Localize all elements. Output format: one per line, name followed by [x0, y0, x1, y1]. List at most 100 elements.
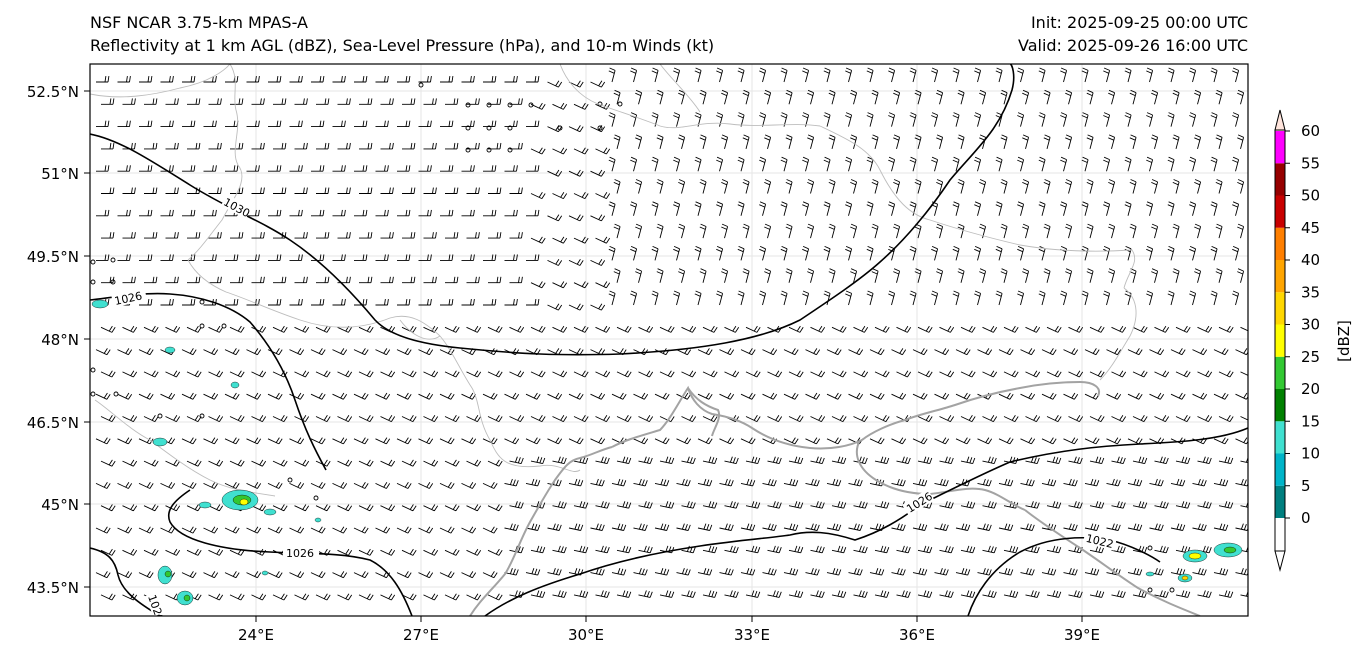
wind-barb	[487, 593, 503, 601]
wind-barb	[977, 568, 992, 576]
wind-barb	[526, 209, 540, 217]
wind-barb	[573, 325, 589, 333]
wind-barb	[181, 526, 197, 534]
wind-barb	[957, 223, 965, 239]
wind-barb	[828, 89, 836, 105]
wind-barb	[1003, 370, 1019, 378]
country-borders	[90, 64, 1137, 497]
wind-barb	[1038, 156, 1046, 172]
wind-barb	[552, 370, 568, 378]
wind-barb	[697, 437, 713, 445]
wind-barb	[909, 67, 917, 83]
wind-barb	[122, 276, 136, 284]
wind-barb	[573, 147, 589, 155]
wind-barb	[957, 179, 965, 194]
wind-barb	[1081, 112, 1089, 127]
wind-barb	[1111, 325, 1127, 333]
wind-barb	[866, 112, 874, 127]
wind-barb	[289, 165, 303, 172]
wind-barb	[165, 187, 179, 194]
wind-barb	[780, 156, 788, 172]
wind-barb	[208, 325, 224, 333]
wind-barb	[823, 112, 831, 127]
wind-barb	[909, 201, 917, 216]
wind-barb	[316, 187, 330, 194]
wind-barb	[1235, 392, 1248, 400]
wind-barb	[702, 545, 718, 554]
wind-barb	[807, 134, 815, 150]
wind-barb	[246, 571, 262, 579]
wind-barb	[552, 281, 568, 289]
lon-labels: 24°E 27°E 30°E 33°E 36°E 39°E	[238, 626, 1100, 644]
wind-barb	[315, 370, 331, 378]
wind-barb	[461, 120, 475, 128]
wind-barb	[509, 590, 524, 598]
wind-barb	[268, 120, 282, 128]
wind-barb	[1108, 223, 1116, 239]
wind-barb	[311, 76, 325, 83]
wind-barb	[1089, 501, 1105, 509]
wind-barb	[721, 179, 729, 194]
wind-barb	[160, 392, 176, 400]
wind-barb	[681, 501, 696, 509]
wind-barb	[208, 232, 222, 239]
wind-barb	[1081, 245, 1089, 261]
wind-barb	[117, 254, 131, 261]
colorbar-segment	[1275, 131, 1285, 164]
map-panel: 1030 1026 1026 1026 1022 1026	[90, 64, 1248, 616]
isobars	[90, 64, 1248, 616]
wind-barb	[401, 459, 417, 467]
wind-barb	[353, 348, 369, 356]
wind-barb	[1017, 156, 1025, 172]
wind-barb	[482, 481, 498, 489]
wind-barb	[440, 254, 454, 261]
wind-barb	[332, 437, 348, 445]
wind-barb	[1132, 545, 1148, 554]
wind-barb	[1237, 179, 1245, 194]
wind-barb	[785, 179, 793, 194]
wind-barb	[1068, 325, 1084, 333]
wind-barb	[396, 348, 412, 356]
wind-barb	[850, 268, 858, 283]
wind-barb	[1213, 392, 1229, 400]
calm-wind-circle	[157, 413, 163, 419]
wind-barb	[699, 179, 707, 194]
wind-barb	[939, 456, 954, 465]
wind-barb	[224, 348, 240, 356]
wind-barb	[208, 593, 224, 601]
lat-label-43-5: 43.5°N	[27, 579, 79, 597]
wind-barb	[807, 89, 815, 105]
wind-barb	[397, 76, 411, 83]
wind-barb	[676, 478, 691, 487]
wind-barb	[144, 142, 158, 150]
wind-barb	[866, 156, 874, 172]
lat-label-51: 51°N	[41, 165, 79, 183]
wind-barb	[138, 481, 154, 489]
wind-barb	[552, 456, 567, 465]
wind-barb	[853, 370, 869, 378]
wind-barb	[1084, 568, 1100, 576]
wind-barb	[678, 89, 686, 105]
wind-barb	[767, 415, 783, 423]
wind-barb	[1146, 245, 1154, 261]
wind-barb	[939, 501, 954, 509]
wind-barb	[504, 478, 519, 487]
wind-barb	[595, 370, 611, 378]
wind-barb	[568, 125, 584, 133]
wind-barb	[742, 223, 750, 239]
wind-barb	[1041, 523, 1057, 531]
wind-barb	[272, 325, 288, 333]
wind-barb	[100, 593, 116, 601]
wind-barb	[783, 568, 799, 576]
wind-barb	[1038, 67, 1046, 83]
wind-barb	[267, 392, 283, 400]
wind-barb	[117, 437, 133, 445]
colorbar-tick-label: 0	[1301, 509, 1311, 527]
wind-barb	[638, 325, 654, 333]
wind-barb	[547, 80, 563, 88]
wind-barb	[552, 325, 568, 333]
wind-barb	[310, 437, 326, 445]
wind-barb	[96, 254, 110, 261]
wind-barb	[960, 545, 976, 554]
wind-barb	[444, 548, 460, 556]
